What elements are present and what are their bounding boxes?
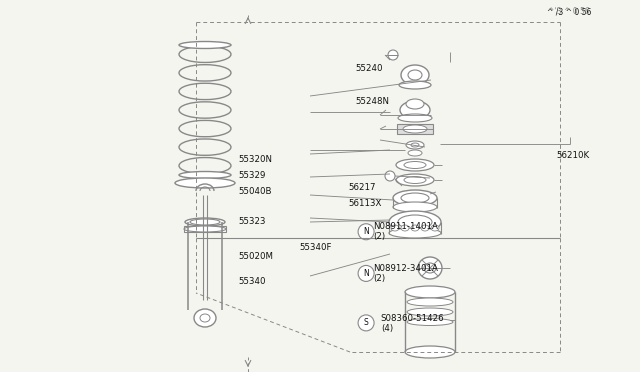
Ellipse shape bbox=[398, 215, 432, 229]
Ellipse shape bbox=[200, 314, 210, 322]
Ellipse shape bbox=[406, 99, 424, 109]
Text: ^‘3 ^ 0 56: ^‘3 ^ 0 56 bbox=[548, 7, 589, 16]
Text: 55240: 55240 bbox=[355, 64, 383, 73]
Circle shape bbox=[358, 224, 374, 240]
Text: S08360-51426
(4): S08360-51426 (4) bbox=[381, 314, 444, 333]
Ellipse shape bbox=[190, 219, 220, 225]
Text: 55320N: 55320N bbox=[238, 155, 272, 164]
Text: 56217: 56217 bbox=[349, 183, 376, 192]
Text: 55340: 55340 bbox=[238, 278, 266, 286]
Text: 55020M: 55020M bbox=[238, 252, 273, 261]
Ellipse shape bbox=[405, 286, 455, 298]
Text: 55329: 55329 bbox=[238, 171, 266, 180]
Ellipse shape bbox=[403, 125, 427, 133]
Ellipse shape bbox=[406, 141, 424, 149]
Text: 56210K: 56210K bbox=[557, 151, 590, 160]
Ellipse shape bbox=[389, 211, 441, 233]
Text: N: N bbox=[364, 227, 369, 236]
Ellipse shape bbox=[393, 190, 437, 206]
Ellipse shape bbox=[185, 218, 225, 226]
Circle shape bbox=[358, 315, 374, 331]
Ellipse shape bbox=[408, 150, 422, 156]
Ellipse shape bbox=[404, 161, 426, 169]
Ellipse shape bbox=[393, 202, 437, 212]
Text: 56113X: 56113X bbox=[349, 199, 382, 208]
Ellipse shape bbox=[421, 225, 429, 231]
Ellipse shape bbox=[179, 42, 231, 48]
Text: S: S bbox=[364, 318, 369, 327]
Ellipse shape bbox=[408, 70, 422, 80]
Ellipse shape bbox=[398, 114, 432, 122]
Ellipse shape bbox=[401, 225, 409, 231]
Text: 55340F: 55340F bbox=[300, 243, 332, 252]
Ellipse shape bbox=[385, 171, 395, 181]
Ellipse shape bbox=[401, 65, 429, 85]
Ellipse shape bbox=[396, 174, 434, 186]
Text: 55248N: 55248N bbox=[355, 97, 389, 106]
Ellipse shape bbox=[407, 318, 453, 326]
Ellipse shape bbox=[411, 143, 419, 147]
Ellipse shape bbox=[418, 257, 442, 279]
Ellipse shape bbox=[431, 225, 439, 231]
Ellipse shape bbox=[388, 50, 398, 60]
Text: N08912-3401A
(2): N08912-3401A (2) bbox=[373, 264, 438, 283]
Ellipse shape bbox=[389, 228, 441, 238]
Ellipse shape bbox=[404, 176, 426, 183]
Text: 55323: 55323 bbox=[238, 217, 266, 226]
Ellipse shape bbox=[391, 225, 399, 231]
Bar bbox=[184, 226, 226, 232]
Text: N: N bbox=[364, 269, 369, 278]
Text: N08911-1401A
(2): N08911-1401A (2) bbox=[373, 222, 438, 241]
Ellipse shape bbox=[396, 159, 434, 171]
Bar bbox=[397, 124, 433, 134]
Ellipse shape bbox=[407, 298, 453, 306]
Ellipse shape bbox=[194, 309, 216, 327]
Ellipse shape bbox=[179, 171, 231, 179]
Text: ^ /3 ^ 0 56: ^ /3 ^ 0 56 bbox=[547, 7, 591, 16]
Ellipse shape bbox=[405, 346, 455, 358]
Ellipse shape bbox=[424, 263, 436, 273]
Ellipse shape bbox=[407, 308, 453, 316]
Circle shape bbox=[358, 265, 374, 282]
Ellipse shape bbox=[400, 101, 430, 119]
Text: 55040B: 55040B bbox=[238, 187, 271, 196]
Ellipse shape bbox=[184, 226, 226, 232]
Ellipse shape bbox=[175, 178, 235, 188]
Ellipse shape bbox=[411, 225, 419, 231]
Ellipse shape bbox=[399, 81, 431, 89]
Ellipse shape bbox=[401, 193, 429, 203]
